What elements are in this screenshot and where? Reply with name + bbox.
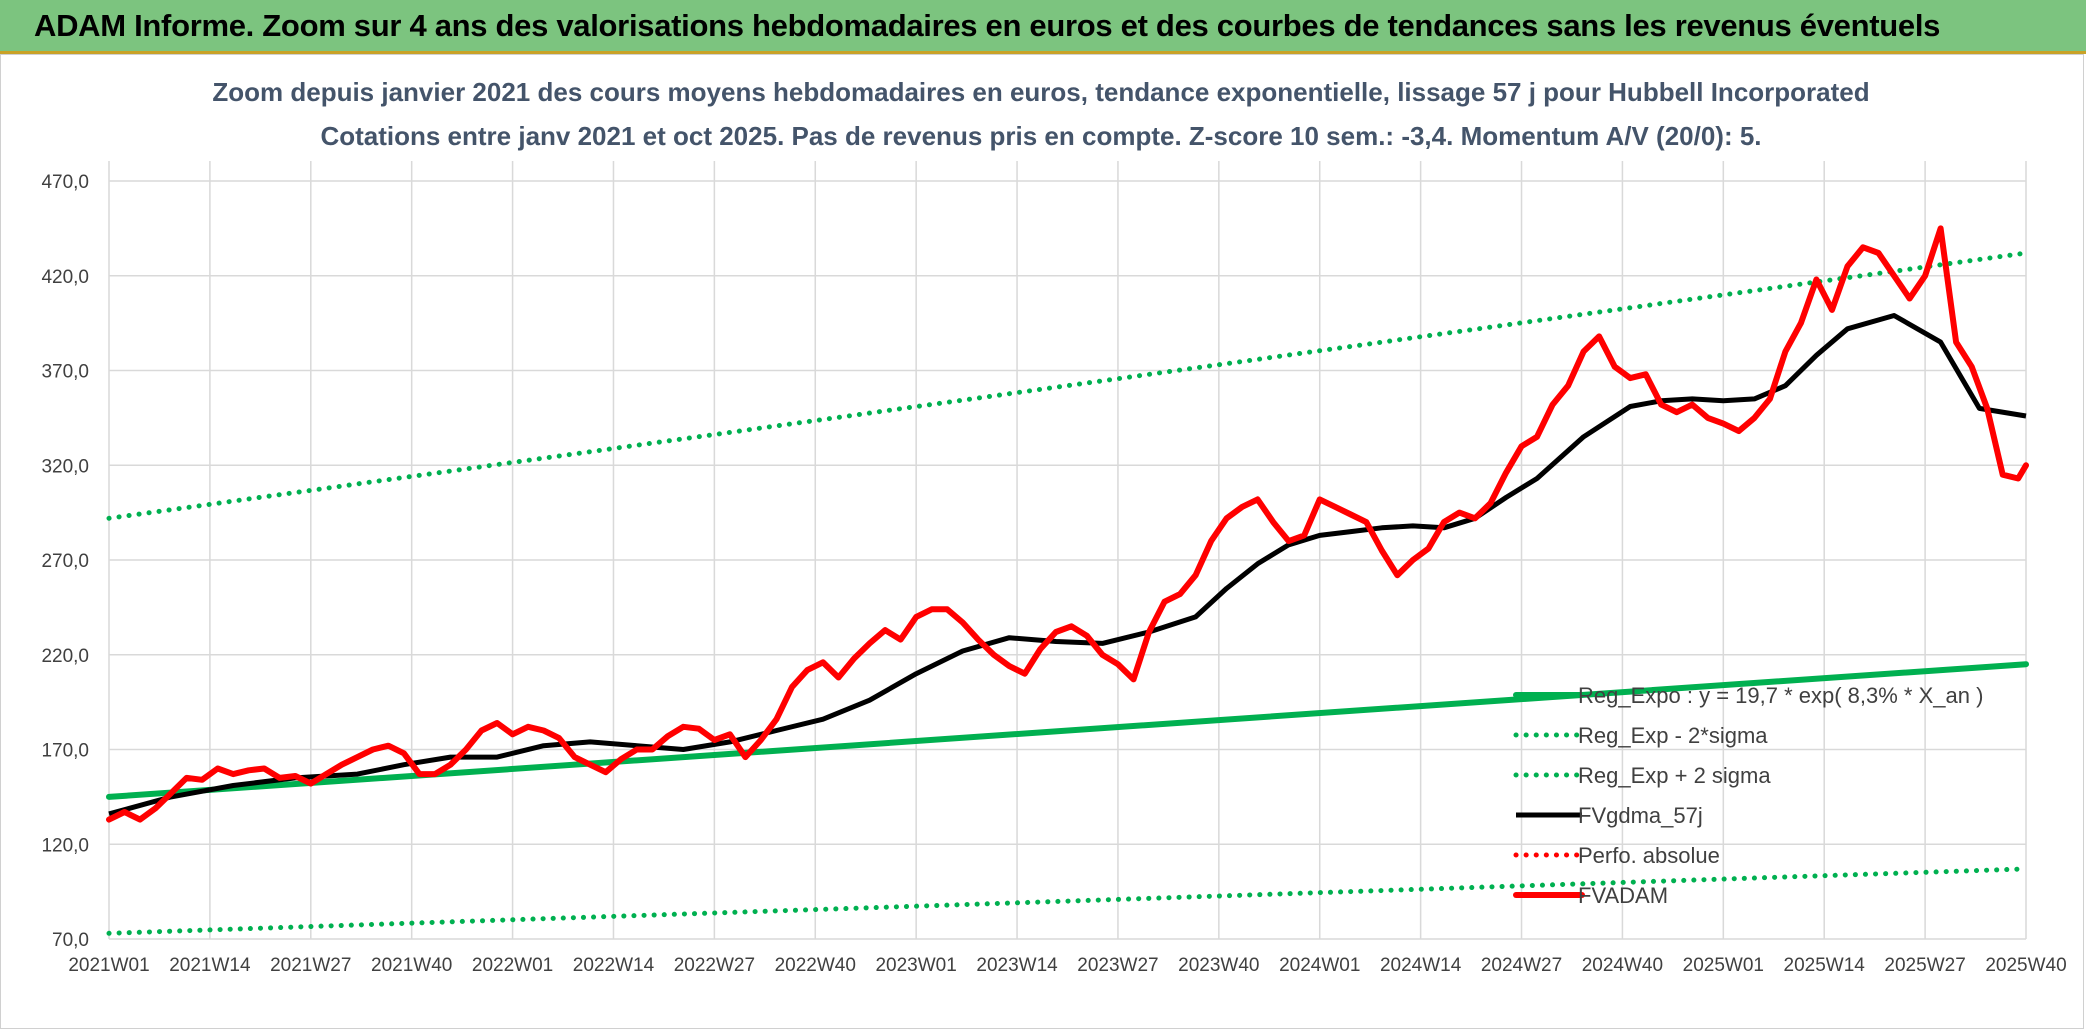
x-tick-label: 2021W14 <box>169 955 251 976</box>
x-tick-label: 2024W27 <box>1481 955 1562 976</box>
y-tick-label: 70,0 <box>52 930 89 951</box>
legend-label: Perfo. absolue <box>1578 843 1720 868</box>
y-tick-label: 470,0 <box>41 172 89 193</box>
grid-lines <box>108 161 2027 940</box>
x-tick-label: 2022W27 <box>674 955 755 976</box>
fvadam-line <box>106 225 2029 823</box>
y-tick-label: 370,0 <box>41 362 89 383</box>
legend-label: Reg_Expo : y = 19,7 * exp( 8,3% * X_an ) <box>1578 683 1983 708</box>
chart-title: Zoom depuis janvier 2021 des cours moyen… <box>212 77 1869 107</box>
legend-label: FVADAM <box>1578 883 1668 908</box>
x-tick-label: 2024W01 <box>1279 955 1360 976</box>
x-tick-label: 2021W27 <box>270 955 351 976</box>
y-tick-label: 420,0 <box>41 267 89 288</box>
y-tick-label: 120,0 <box>41 835 89 856</box>
reg-exp-plus-2sigma-line <box>106 250 2029 521</box>
legend-label: FVgdma_57j <box>1578 803 1703 828</box>
plot-area <box>106 225 2029 936</box>
legend-label: Reg_Exp - 2*sigma <box>1578 723 1768 748</box>
x-tick-label: 2025W27 <box>1884 955 1965 976</box>
report-title: ADAM Informe. Zoom sur 4 ans des valoris… <box>34 8 1941 43</box>
chart-subtitle: Cotations entre janv 2021 et oct 2025. P… <box>320 121 1761 151</box>
x-tick-label: 2025W40 <box>1985 955 2066 976</box>
legend-label: Reg_Exp + 2 sigma <box>1578 763 1771 788</box>
x-tick-label: 2022W14 <box>573 955 655 976</box>
x-tick-label: 2023W01 <box>875 955 956 976</box>
y-tick-label: 220,0 <box>41 646 89 667</box>
legend: Reg_Expo : y = 19,7 * exp( 8,3% * X_an )… <box>1513 683 1983 908</box>
chart: Zoom depuis janvier 2021 des cours moyen… <box>41 77 2066 976</box>
fvgdma-57j-line <box>108 313 2027 817</box>
y-tick-label: 320,0 <box>41 456 89 477</box>
reg-exp-minus-2sigma-line <box>106 866 2029 936</box>
chart-frame: Zoom depuis janvier 2021 des cours moyen… <box>0 54 2084 1029</box>
x-tick-label: 2021W01 <box>68 955 149 976</box>
x-tick-label: 2024W40 <box>1582 955 1663 976</box>
x-tick-label: 2023W40 <box>1178 955 1259 976</box>
x-tick-label: 2024W14 <box>1380 955 1462 976</box>
x-tick-label: 2023W27 <box>1077 955 1158 976</box>
x-tick-label: 2021W40 <box>371 955 452 976</box>
x-tick-label: 2022W01 <box>472 955 553 976</box>
x-tick-label: 2025W14 <box>1784 955 1866 976</box>
x-tick-label: 2025W01 <box>1683 955 1764 976</box>
y-tick-label: 270,0 <box>41 551 89 572</box>
axis-labels: 470,0 420,0 370,0 320,0 270,0 220,0 170,0 120,0… <box>41 172 2066 976</box>
report-banner: ADAM Informe. Zoom sur 4 ans des valoris… <box>0 0 2086 54</box>
x-tick-label: 2023W14 <box>976 955 1058 976</box>
x-tick-label: 2022W40 <box>775 955 856 976</box>
y-tick-label: 170,0 <box>41 741 89 762</box>
